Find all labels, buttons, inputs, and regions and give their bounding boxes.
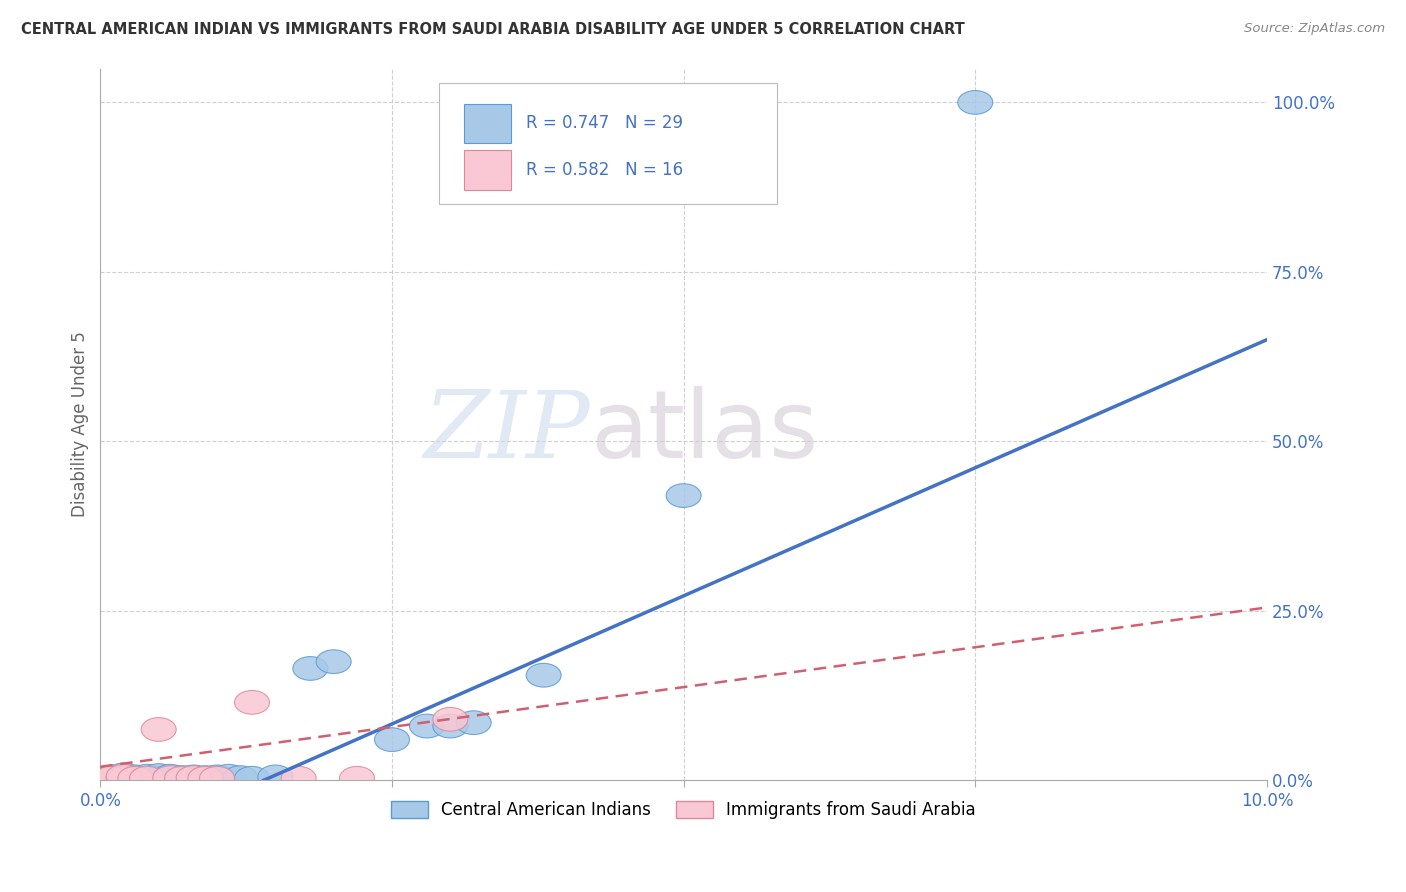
Ellipse shape	[107, 763, 141, 787]
Ellipse shape	[409, 714, 444, 738]
FancyBboxPatch shape	[464, 104, 510, 144]
Legend: Central American Indians, Immigrants from Saudi Arabia: Central American Indians, Immigrants fro…	[385, 794, 983, 825]
Ellipse shape	[235, 766, 270, 790]
Ellipse shape	[316, 649, 352, 673]
Ellipse shape	[153, 766, 188, 790]
Ellipse shape	[141, 766, 176, 790]
Ellipse shape	[222, 765, 257, 789]
FancyBboxPatch shape	[439, 83, 778, 203]
Ellipse shape	[433, 707, 468, 731]
Ellipse shape	[188, 766, 222, 790]
Ellipse shape	[176, 765, 211, 789]
Ellipse shape	[94, 765, 129, 789]
Ellipse shape	[107, 764, 141, 789]
Ellipse shape	[257, 765, 292, 789]
Ellipse shape	[456, 711, 491, 734]
Ellipse shape	[94, 767, 129, 791]
Ellipse shape	[165, 766, 200, 790]
FancyBboxPatch shape	[464, 151, 510, 189]
Ellipse shape	[176, 765, 211, 789]
Ellipse shape	[141, 717, 176, 741]
Ellipse shape	[374, 728, 409, 751]
Ellipse shape	[666, 483, 702, 508]
Text: ZIP: ZIP	[423, 386, 591, 476]
Text: atlas: atlas	[591, 385, 818, 477]
Ellipse shape	[129, 766, 165, 790]
Ellipse shape	[235, 690, 270, 714]
Text: R = 0.747   N = 29: R = 0.747 N = 29	[526, 113, 683, 132]
Y-axis label: Disability Age Under 5: Disability Age Under 5	[72, 332, 89, 517]
Ellipse shape	[957, 91, 993, 114]
Ellipse shape	[433, 714, 468, 738]
Ellipse shape	[141, 764, 176, 788]
Ellipse shape	[200, 766, 235, 790]
Text: CENTRAL AMERICAN INDIAN VS IMMIGRANTS FROM SAUDI ARABIA DISABILITY AGE UNDER 5 C: CENTRAL AMERICAN INDIAN VS IMMIGRANTS FR…	[21, 22, 965, 37]
Ellipse shape	[94, 767, 129, 791]
Text: R = 0.582   N = 16: R = 0.582 N = 16	[526, 161, 683, 179]
Ellipse shape	[165, 765, 200, 789]
Ellipse shape	[339, 766, 374, 790]
Ellipse shape	[107, 766, 141, 790]
Ellipse shape	[129, 764, 165, 789]
Ellipse shape	[292, 657, 328, 681]
Ellipse shape	[118, 767, 153, 791]
Ellipse shape	[94, 765, 129, 789]
Ellipse shape	[107, 766, 141, 790]
Ellipse shape	[281, 766, 316, 790]
Ellipse shape	[153, 764, 188, 789]
Ellipse shape	[118, 766, 153, 790]
Text: Source: ZipAtlas.com: Source: ZipAtlas.com	[1244, 22, 1385, 36]
Ellipse shape	[153, 765, 188, 789]
Ellipse shape	[118, 765, 153, 789]
Ellipse shape	[200, 765, 235, 789]
Ellipse shape	[188, 765, 222, 789]
Ellipse shape	[211, 764, 246, 789]
Ellipse shape	[526, 664, 561, 687]
Ellipse shape	[129, 766, 165, 790]
